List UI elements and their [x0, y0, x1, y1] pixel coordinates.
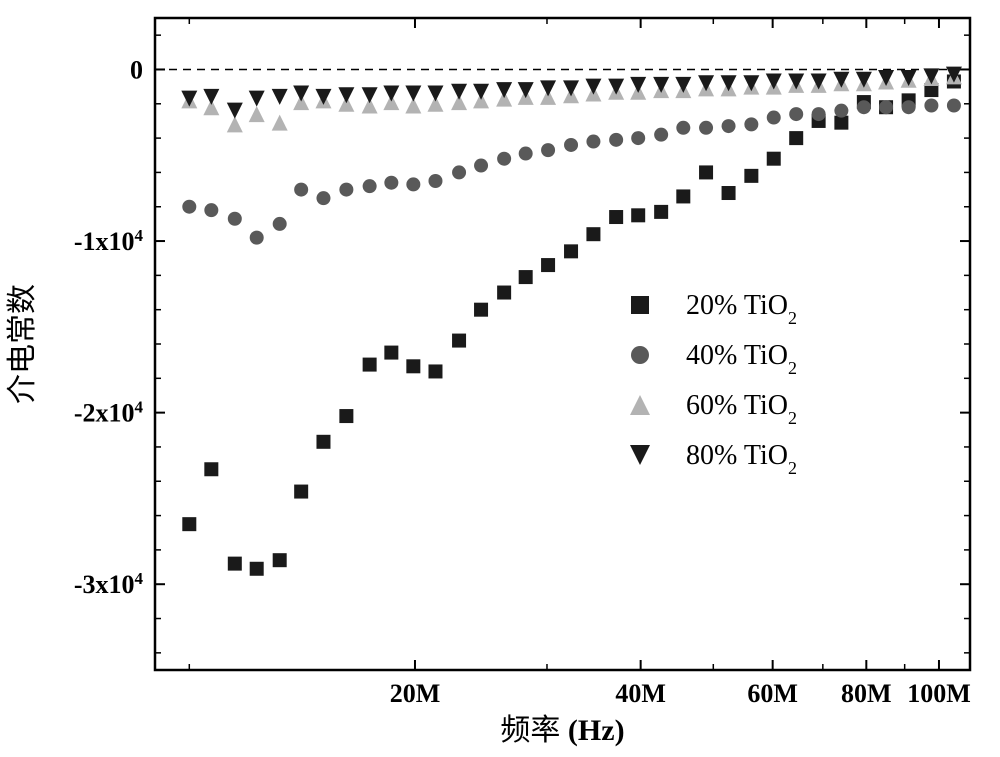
- svg-text:20M: 20M: [390, 679, 441, 708]
- svg-text:60% TiO2: 60% TiO2: [686, 390, 797, 428]
- svg-text:80M: 80M: [841, 679, 892, 708]
- svg-text:40% TiO2: 40% TiO2: [686, 340, 797, 378]
- dielectric-chart: 20M 40M 60M 80M 100M 0 -1x104 -2x104 -3x104 介电常数频…: [0, 0, 1000, 757]
- svg-text:60M: 60M: [747, 679, 798, 708]
- svg-text:100M: 100M: [907, 679, 971, 708]
- svg-text:80% TiO2: 80% TiO2: [686, 440, 797, 478]
- svg-text:-1x104: -1x104: [74, 226, 144, 256]
- svg-text:频率 (Hz): 频率 (Hz): [500, 714, 624, 747]
- svg-text:0: 0: [130, 55, 143, 84]
- svg-text:-3x104: -3x104: [74, 569, 144, 600]
- chart-svg: 20M 40M 60M 80M 100M 0 -1x104 -2x104 -3x104 介电常数频…: [0, 0, 1000, 757]
- svg-text:20% TiO2: 20% TiO2: [686, 290, 797, 328]
- svg-text:40M: 40M: [615, 679, 666, 708]
- svg-text:介电常数: 介电常数: [6, 284, 39, 404]
- svg-text:-2x104: -2x104: [74, 397, 144, 428]
